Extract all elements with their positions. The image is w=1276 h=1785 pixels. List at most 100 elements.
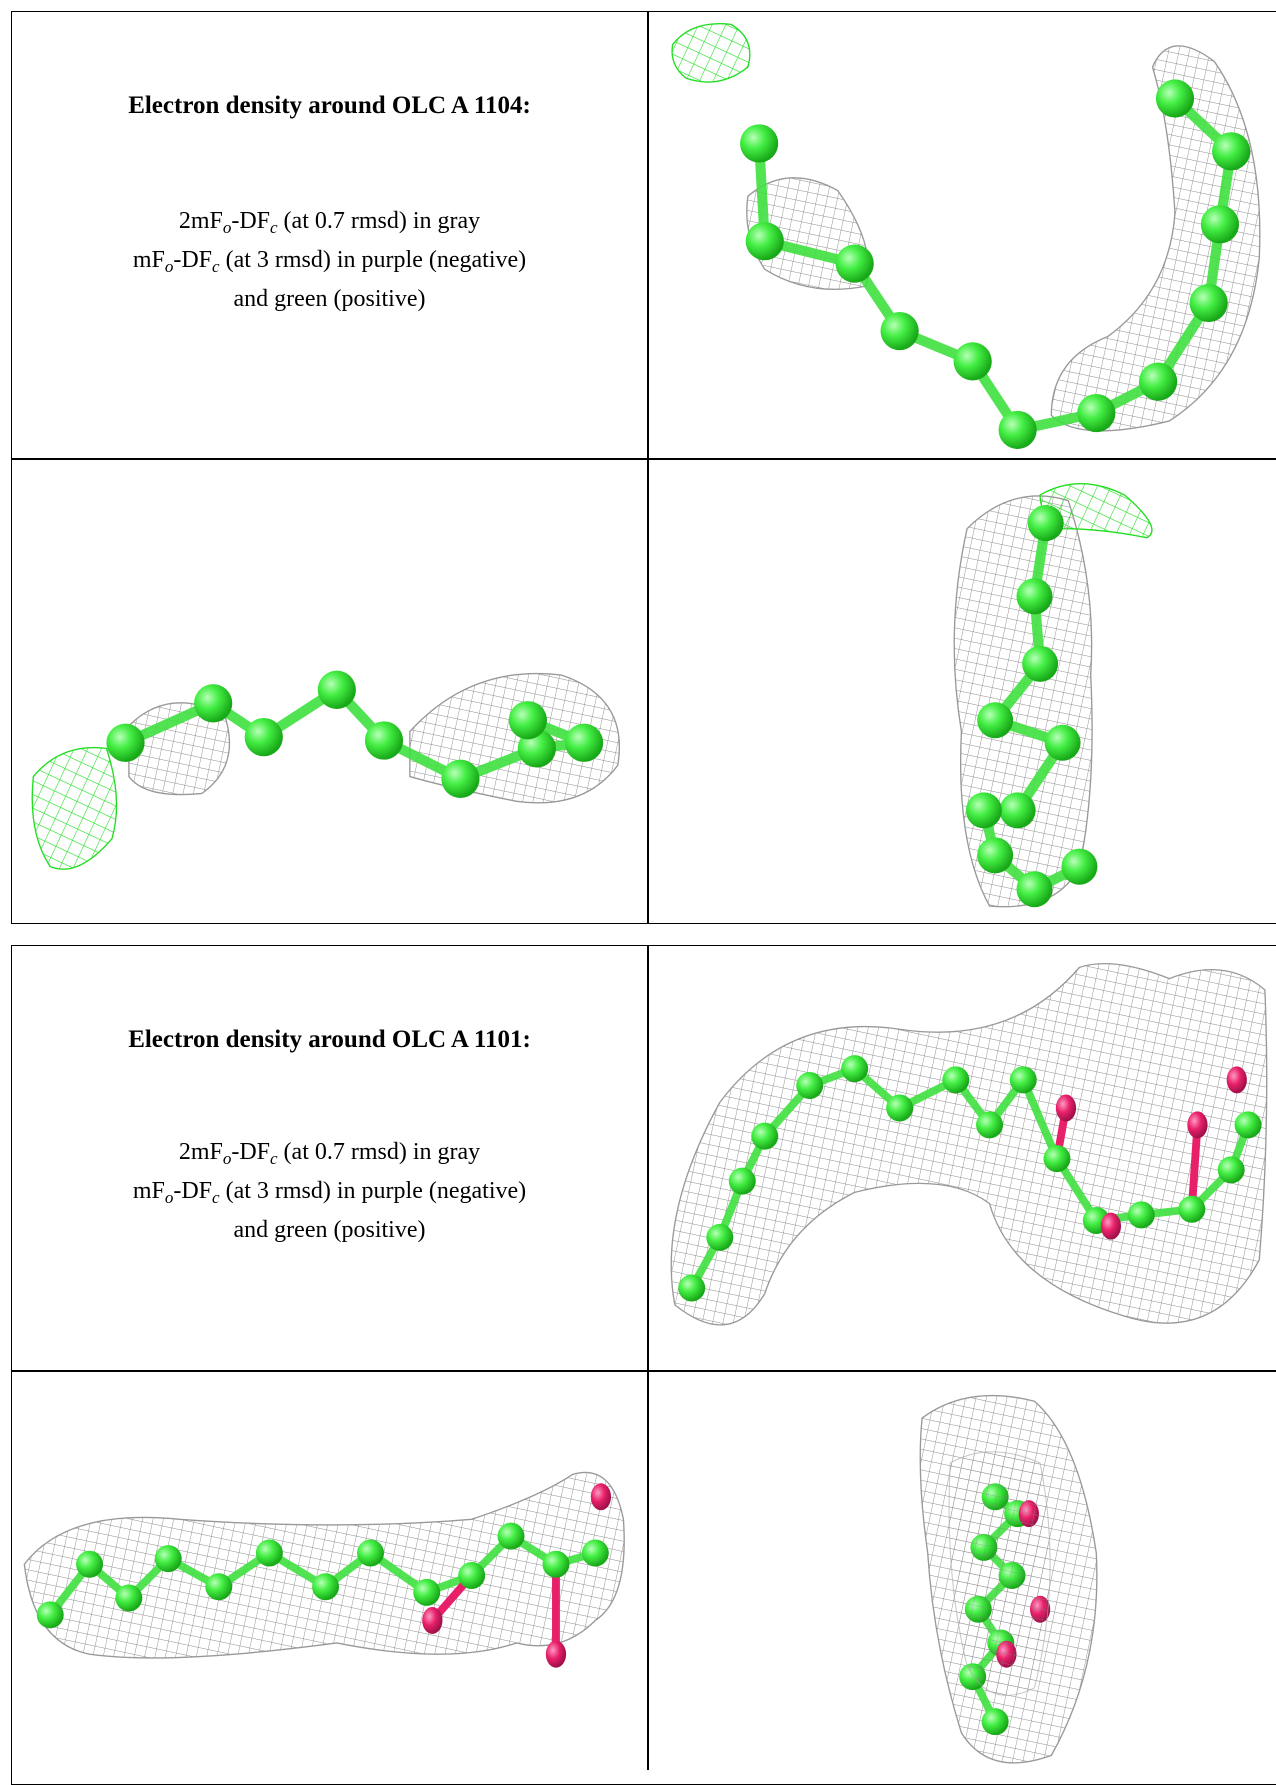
subscript: c xyxy=(212,257,220,276)
bond xyxy=(687,1064,1252,1292)
atom xyxy=(678,1274,706,1302)
oxygen-atom xyxy=(1100,1212,1122,1240)
atom xyxy=(880,311,919,351)
bond xyxy=(978,518,1085,895)
column-divider xyxy=(647,945,649,1770)
text: and green (positive) xyxy=(233,286,426,312)
atom xyxy=(728,1167,756,1195)
subscript: c xyxy=(212,1188,220,1207)
atom xyxy=(942,1066,970,1094)
table-1 xyxy=(11,11,1276,924)
atom xyxy=(244,717,283,757)
atom xyxy=(740,124,779,163)
text: mF xyxy=(132,247,165,273)
cell-text: 2mFo-DFc (at 0.7 rmsd) in gray mFo-DFc (… xyxy=(11,202,648,319)
atom xyxy=(115,1584,143,1612)
atom xyxy=(1200,205,1240,244)
atom xyxy=(1016,578,1053,615)
text: 2mF xyxy=(178,1139,223,1165)
atom xyxy=(441,759,480,798)
atom xyxy=(1077,393,1116,433)
atom xyxy=(977,702,1014,739)
column-divider xyxy=(647,11,649,924)
atom xyxy=(1009,1066,1037,1094)
oxygen-atom xyxy=(1187,1111,1208,1139)
atom xyxy=(1139,362,1178,401)
bond xyxy=(1187,1120,1202,1214)
row-divider xyxy=(11,1370,1276,1372)
subscript: c xyxy=(270,1149,278,1168)
atom xyxy=(976,1111,1004,1139)
atom xyxy=(1234,1111,1262,1139)
atom xyxy=(998,410,1037,450)
text-line: and green (positive) xyxy=(11,280,648,319)
atom xyxy=(1127,1201,1155,1229)
atom xyxy=(458,1562,486,1589)
text: -DF xyxy=(231,1139,270,1165)
subscript: o xyxy=(164,1188,174,1207)
atom xyxy=(999,792,1036,829)
oxygen-atom xyxy=(1055,1094,1077,1122)
atom xyxy=(745,222,784,261)
atom xyxy=(1016,871,1053,908)
text-line: and green (positive) xyxy=(11,1211,648,1250)
atom xyxy=(1022,645,1059,682)
oxygen-atom xyxy=(422,1606,443,1634)
oxygen-atom xyxy=(590,1483,612,1511)
text: (at 0.7 rmsd) in gray xyxy=(277,1139,481,1165)
gray-mesh xyxy=(948,1451,1051,1696)
density-image xyxy=(919,1394,1098,1764)
text: (at 3 rmsd) in purple (negative) xyxy=(219,1178,527,1204)
atom xyxy=(317,670,356,709)
text: 2mF xyxy=(178,208,223,234)
text: -DF xyxy=(173,247,213,273)
atom xyxy=(886,1094,914,1122)
text: -DF xyxy=(173,1178,213,1204)
atom xyxy=(194,684,233,723)
atom xyxy=(413,1578,441,1606)
atom xyxy=(1212,132,1251,171)
atom xyxy=(564,723,604,762)
oxygen-atom xyxy=(545,1640,567,1668)
atom xyxy=(796,1072,824,1099)
atom xyxy=(965,792,1002,829)
subscript: c xyxy=(270,218,278,237)
density-image xyxy=(31,670,621,870)
gray-mesh xyxy=(953,495,1093,908)
text: mF xyxy=(132,1178,165,1204)
atom xyxy=(1061,848,1098,885)
text: and green (positive) xyxy=(233,1217,426,1243)
atom xyxy=(36,1601,64,1629)
atom xyxy=(581,1539,609,1567)
atom xyxy=(841,1055,869,1083)
density-image xyxy=(953,482,1153,908)
atom xyxy=(312,1573,340,1601)
density-image xyxy=(670,962,1268,1326)
atom xyxy=(508,701,547,740)
density-image xyxy=(671,23,1261,450)
atom xyxy=(1178,1195,1206,1223)
text: -DF xyxy=(231,208,270,234)
text-line: 2mFo-DFc (at 0.7 rmsd) in gray xyxy=(11,202,648,241)
cell-text: 2mFo-DFc (at 0.7 rmsd) in gray mFo-DFc (… xyxy=(11,1133,648,1250)
text: (at 3 rmsd) in purple (negative) xyxy=(219,247,527,273)
text-line: mFo-DFc (at 3 rmsd) in purple (negative) xyxy=(11,241,648,280)
atom xyxy=(1027,505,1064,542)
atom xyxy=(106,723,145,762)
green-mesh xyxy=(31,746,118,870)
subscript: o xyxy=(222,218,232,237)
text-line: mFo-DFc (at 3 rmsd) in purple (negative) xyxy=(11,1172,648,1211)
atom xyxy=(751,1122,779,1150)
atom xyxy=(1217,1156,1245,1184)
atom xyxy=(357,1539,385,1567)
atom xyxy=(154,1545,182,1573)
density-image xyxy=(23,1471,625,1668)
atom xyxy=(981,1708,1009,1736)
green-mesh xyxy=(671,23,751,83)
cell-title: Electron density around OLC A 1104: xyxy=(128,92,531,119)
text-line: 2mFo-DFc (at 0.7 rmsd) in gray xyxy=(11,1133,648,1172)
row-divider xyxy=(11,458,1276,460)
gray-mesh xyxy=(1050,45,1261,432)
atom xyxy=(205,1573,233,1601)
